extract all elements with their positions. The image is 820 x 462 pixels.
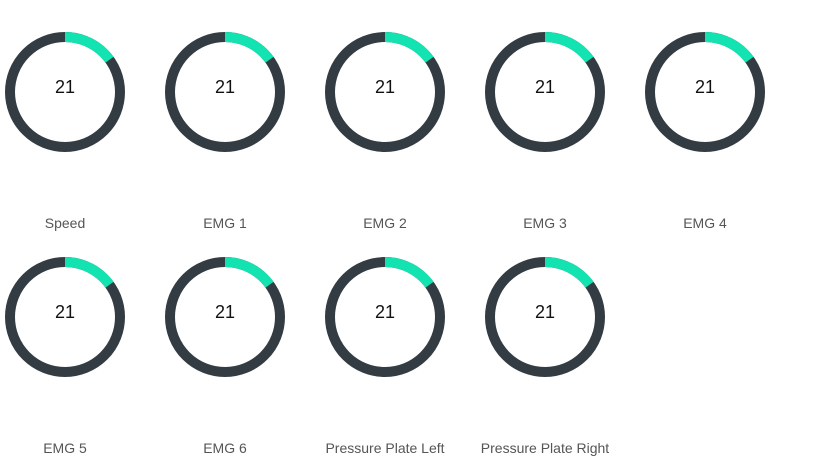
gauge-value: 21 (54, 302, 76, 322)
donut-gauge-icon (5, 257, 125, 377)
gauge-value: 21 (694, 77, 716, 97)
gauge-progress (5, 257, 125, 377)
gauge-progress (325, 257, 445, 377)
gauge-emg-2: 21 EMG 2 (320, 27, 480, 231)
gauge-value: 21 (214, 302, 236, 322)
gauge-progress (645, 32, 765, 152)
donut-gauge-icon (165, 257, 285, 377)
gauge-label: EMG 2 (363, 215, 407, 231)
donut-gauge-icon (165, 32, 285, 152)
gauge-pressure-plate-left: 21 Pressure Plate Left (320, 252, 480, 456)
gauge-value: 21 (54, 77, 76, 97)
gauge-value: 21 (214, 77, 236, 97)
gauge-value: 21 (534, 77, 556, 97)
donut-gauge-icon (325, 257, 445, 377)
gauge-emg-1: 21 EMG 1 (160, 27, 320, 231)
gauge-emg-6: 21 EMG 6 (160, 252, 320, 456)
gauge-pressure-plate-right: 21 Pressure Plate Right (480, 252, 640, 456)
gauge-label: Pressure Plate Right (480, 440, 610, 456)
gauge-progress (485, 257, 605, 377)
gauge-label: EMG 5 (43, 440, 87, 456)
donut-gauge-icon (485, 257, 605, 377)
gauge-label: EMG 4 (683, 215, 727, 231)
gauge-label: EMG 6 (203, 440, 247, 456)
donut-gauge-icon (485, 32, 605, 152)
donut-gauge-icon (5, 32, 125, 152)
gauge-emg-3: 21 EMG 3 (480, 27, 640, 231)
gauge-progress (325, 32, 445, 152)
gauge-label: EMG 1 (203, 215, 247, 231)
gauge-progress (165, 32, 285, 152)
donut-gauge-icon (325, 32, 445, 152)
gauge-emg-5: 21 EMG 5 (0, 252, 160, 456)
gauge-speed: 21 Speed (0, 27, 160, 231)
gauge-emg-4: 21 EMG 4 (640, 27, 800, 231)
gauge-value: 21 (374, 77, 396, 97)
gauge-value: 21 (534, 302, 556, 322)
gauge-value: 21 (374, 302, 396, 322)
gauge-label: EMG 3 (523, 215, 567, 231)
gauge-label: Pressure Plate Left (325, 440, 445, 456)
gauge-progress (5, 32, 125, 152)
gauge-label: Speed (44, 215, 86, 231)
donut-gauge-icon (645, 32, 765, 152)
gauge-progress (165, 257, 285, 377)
gauge-progress (485, 32, 605, 152)
